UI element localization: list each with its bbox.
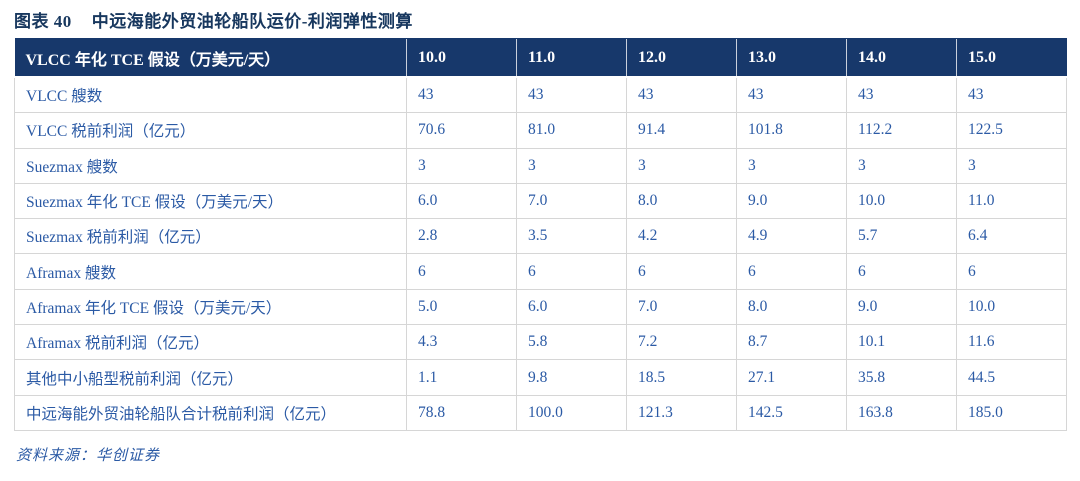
header-label-cell: VLCC 年化 TCE 假设（万美元/天） <box>14 38 407 78</box>
row-value-cell: 185.0 <box>956 394 1067 431</box>
data-source-value: 华创证券 <box>96 448 161 464</box>
row-value-cell: 43 <box>736 76 847 114</box>
row-value-cell: 43 <box>846 76 957 114</box>
row-value-cell: 163.8 <box>846 394 957 431</box>
row-value-cell: 8.7 <box>736 324 847 361</box>
row-value-cell: 9.0 <box>846 288 957 326</box>
row-value-cell: 7.2 <box>626 324 737 361</box>
table-row: Aframax 税前利润（亿元） 4.3 5.8 7.2 8.7 10.1 11.6 <box>14 324 1067 361</box>
row-value-cell: 27.1 <box>736 359 847 396</box>
row-value-cell: 3 <box>846 147 957 184</box>
row-value-cell: 18.5 <box>626 359 737 396</box>
row-value-cell: 3 <box>956 147 1067 184</box>
row-value-cell: 10.0 <box>956 288 1067 326</box>
row-label-cell: Aframax 艘数 <box>14 253 407 290</box>
table-row: 中远海能外贸油轮船队合计税前利润（亿元） 78.8 100.0 121.3 142.5 1… <box>14 394 1067 431</box>
row-value-cell: 43 <box>626 76 737 114</box>
row-value-cell: 35.8 <box>846 359 957 396</box>
header-value-cell: 14.0 <box>846 38 957 78</box>
row-value-cell: 3 <box>516 147 627 184</box>
row-value-cell: 6 <box>736 253 847 290</box>
header-value-cell: 12.0 <box>626 38 737 78</box>
row-value-cell: 2.8 <box>406 218 517 255</box>
row-value-cell: 4.9 <box>736 218 847 255</box>
row-value-cell: 10.0 <box>846 182 957 220</box>
header-value-cell: 15.0 <box>956 38 1067 78</box>
row-value-cell: 9.0 <box>736 182 847 220</box>
data-source: 资料来源：华创证券 <box>16 444 160 465</box>
row-value-cell: 91.4 <box>626 112 737 149</box>
table-row: Aframax 艘数 6 6 6 6 6 6 <box>14 253 1067 290</box>
row-value-cell: 101.8 <box>736 112 847 149</box>
row-value-cell: 3.5 <box>516 218 627 255</box>
row-value-cell: 121.3 <box>626 394 737 431</box>
row-label-cell: Aframax 税前利润（亿元） <box>14 324 407 361</box>
row-value-cell: 6.4 <box>956 218 1067 255</box>
row-label-cell: Suezmax 年化 TCE 假设（万美元/天） <box>14 182 407 220</box>
row-value-cell: 70.6 <box>406 112 517 149</box>
row-value-cell: 6 <box>846 253 957 290</box>
header-value-cell: 11.0 <box>516 38 627 78</box>
row-value-cell: 7.0 <box>516 182 627 220</box>
row-label-cell: VLCC 税前利润（亿元） <box>14 112 407 149</box>
row-value-cell: 11.0 <box>956 182 1067 220</box>
figure-name: 中远海能外贸油轮船队运价-利润弹性测算 <box>91 12 413 31</box>
elasticity-table: VLCC 年化 TCE 假设（万美元/天） 10.0 11.0 12.0 13.0 14… <box>14 38 1067 431</box>
row-value-cell: 6.0 <box>516 288 627 326</box>
data-source-label: 资料来源： <box>16 448 97 464</box>
row-value-cell: 6 <box>516 253 627 290</box>
figure-number: 图表 40 <box>14 12 72 31</box>
row-value-cell: 112.2 <box>846 112 957 149</box>
table-row: Aframax 年化 TCE 假设（万美元/天） 5.0 6.0 7.0 8.0 9.0 1… <box>14 288 1067 326</box>
row-value-cell: 5.8 <box>516 324 627 361</box>
row-value-cell: 3 <box>406 147 517 184</box>
row-value-cell: 6 <box>406 253 517 290</box>
row-value-cell: 6.0 <box>406 182 517 220</box>
table-row: 其他中小船型税前利润（亿元） 1.1 9.8 18.5 27.1 35.8 44.5 <box>14 359 1067 396</box>
row-value-cell: 8.0 <box>626 182 737 220</box>
table-row: Suezmax 税前利润（亿元） 2.8 3.5 4.2 4.9 5.7 6.4 <box>14 218 1067 255</box>
row-value-cell: 9.8 <box>516 359 627 396</box>
row-value-cell: 43 <box>406 76 517 114</box>
row-label-cell: Suezmax 税前利润（亿元） <box>14 218 407 255</box>
row-value-cell: 122.5 <box>956 112 1067 149</box>
row-value-cell: 5.0 <box>406 288 517 326</box>
row-value-cell: 6 <box>956 253 1067 290</box>
row-value-cell: 3 <box>626 147 737 184</box>
row-value-cell: 4.2 <box>626 218 737 255</box>
row-value-cell: 78.8 <box>406 394 517 431</box>
row-label-cell: 其他中小船型税前利润（亿元） <box>14 359 407 396</box>
row-value-cell: 7.0 <box>626 288 737 326</box>
table-row: Suezmax 艘数 3 3 3 3 3 3 <box>14 147 1067 184</box>
row-value-cell: 11.6 <box>956 324 1067 361</box>
row-value-cell: 100.0 <box>516 394 627 431</box>
row-value-cell: 43 <box>956 76 1067 114</box>
table-row: VLCC 税前利润（亿元） 70.6 81.0 91.4 101.8 112.2 122.5 <box>14 112 1067 149</box>
row-value-cell: 8.0 <box>736 288 847 326</box>
table-row: VLCC 艘数 43 43 43 43 43 43 <box>14 76 1067 114</box>
row-value-cell: 3 <box>736 147 847 184</box>
header-value-cell: 13.0 <box>736 38 847 78</box>
row-value-cell: 81.0 <box>516 112 627 149</box>
row-value-cell: 43 <box>516 76 627 114</box>
table-header-row: VLCC 年化 TCE 假设（万美元/天） 10.0 11.0 12.0 13.0 14… <box>14 38 1067 78</box>
row-label-cell: Suezmax 艘数 <box>14 147 407 184</box>
row-label-cell: VLCC 艘数 <box>14 76 407 114</box>
row-value-cell: 4.3 <box>406 324 517 361</box>
table-body: VLCC 艘数 43 43 43 43 43 43 VLCC 税前利润（亿元） 70.6 81.0… <box>14 76 1067 431</box>
row-value-cell: 142.5 <box>736 394 847 431</box>
row-label-cell: 中远海能外贸油轮船队合计税前利润（亿元） <box>14 394 407 431</box>
row-value-cell: 44.5 <box>956 359 1067 396</box>
figure-title: 图表 40 中远海能外贸油轮船队运价-利润弹性测算 <box>14 7 413 32</box>
header-value-cell: 10.0 <box>406 38 517 78</box>
row-value-cell: 1.1 <box>406 359 517 396</box>
row-value-cell: 10.1 <box>846 324 957 361</box>
row-value-cell: 6 <box>626 253 737 290</box>
table-row: Suezmax 年化 TCE 假设（万美元/天） 6.0 7.0 8.0 9.0 10.0… <box>14 182 1067 220</box>
row-label-cell: Aframax 年化 TCE 假设（万美元/天） <box>14 288 407 326</box>
row-value-cell: 5.7 <box>846 218 957 255</box>
